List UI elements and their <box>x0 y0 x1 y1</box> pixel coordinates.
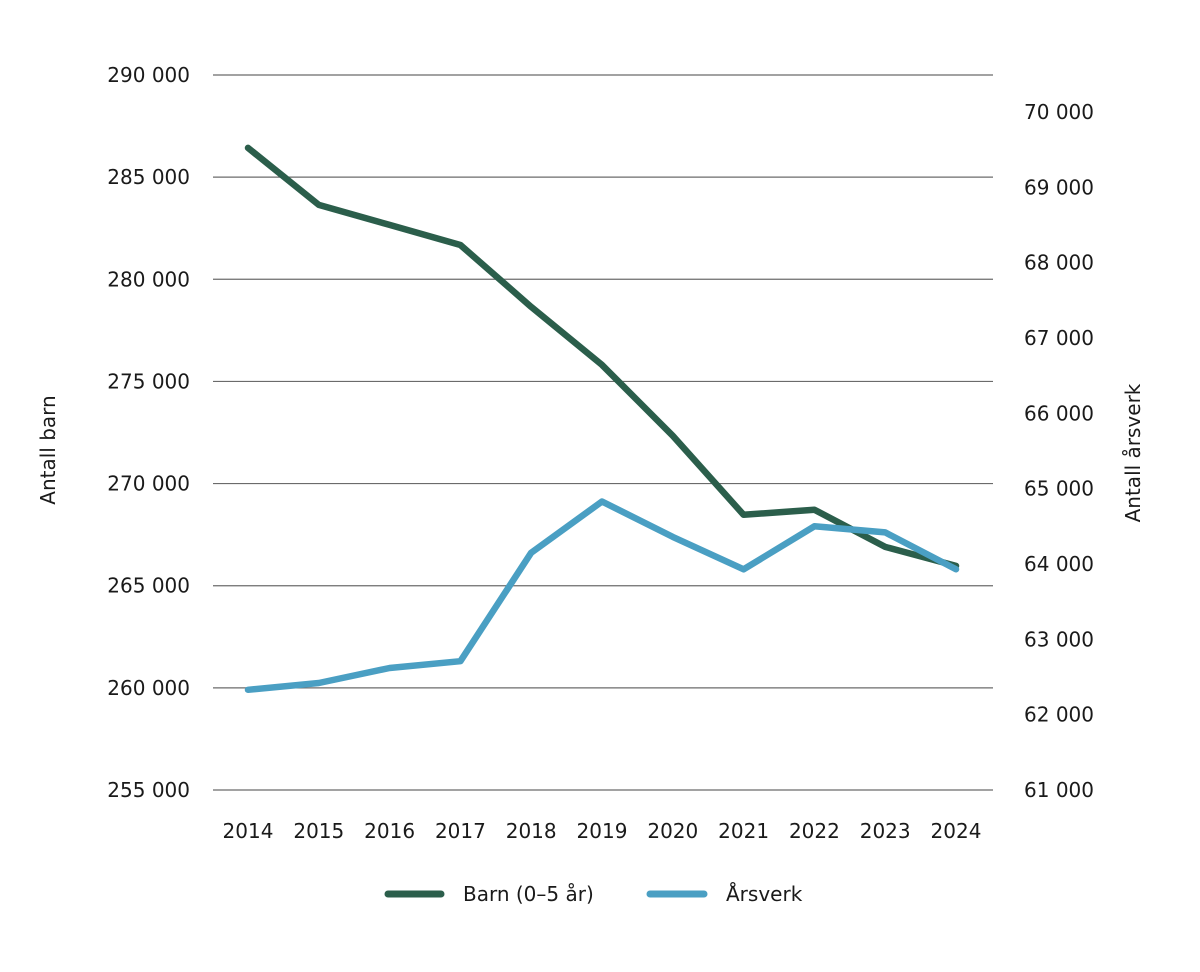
right-axis-title: Antall årsverk <box>1121 383 1145 522</box>
series-lines <box>244 144 960 694</box>
x-tick-label: 2021 <box>718 819 769 843</box>
left-tick-label: 285 000 <box>107 165 190 189</box>
left-tick-label: 280 000 <box>107 267 190 291</box>
legend: Barn (0–5 år) Årsverk <box>384 882 803 906</box>
x-tick-label: 2022 <box>789 819 840 843</box>
right-tick-label: 70 000 <box>1024 100 1094 124</box>
x-tick-label: 2017 <box>435 819 486 843</box>
right-tick-label: 65 000 <box>1024 477 1094 501</box>
left-axis-ticks: 255 000 260 000 265 000 270 000 275 000 280 0… <box>107 63 190 802</box>
left-tick-label: 255 000 <box>107 778 190 802</box>
right-tick-label: 66 000 <box>1024 401 1094 425</box>
left-tick-label: 260 000 <box>107 676 190 700</box>
right-tick-label: 61 000 <box>1024 778 1094 802</box>
right-tick-label: 69 000 <box>1024 175 1094 199</box>
left-axis-title: Antall barn <box>36 395 60 504</box>
legend-label-barn: Barn (0–5 år) <box>463 882 594 906</box>
right-tick-label: 68 000 <box>1024 251 1094 275</box>
right-tick-label: 67 000 <box>1024 326 1094 350</box>
right-axis-ticks: 61 000 62 000 63 000 64 000 65 000 66 000 67 0… <box>1024 100 1094 802</box>
legend-label-arsverk: Årsverk <box>726 882 803 906</box>
legend-item-arsverk[interactable]: Årsverk <box>646 882 803 906</box>
left-tick-label: 290 000 <box>107 63 190 87</box>
x-tick-label: 2019 <box>577 819 628 843</box>
series-line-arsverk <box>244 498 960 694</box>
x-tick-label: 2020 <box>647 819 698 843</box>
x-tick-label: 2014 <box>223 819 274 843</box>
x-tick-label: 2015 <box>293 819 344 843</box>
x-tick-label: 2016 <box>364 819 415 843</box>
left-tick-label: 270 000 <box>107 472 190 496</box>
gridlines <box>213 74 993 791</box>
x-tick-label: 2023 <box>860 819 911 843</box>
right-tick-label: 64 000 <box>1024 552 1094 576</box>
x-tick-label: 2024 <box>931 819 982 843</box>
x-axis-ticks: 2014 2015 2016 2017 2018 2019 2020 2021 2022 2023… <box>223 819 982 843</box>
left-tick-label: 275 000 <box>107 369 190 393</box>
legend-item-barn[interactable]: Barn (0–5 år) <box>384 882 594 906</box>
right-tick-label: 62 000 <box>1024 703 1094 727</box>
right-tick-label: 63 000 <box>1024 627 1094 651</box>
x-tick-label: 2018 <box>506 819 557 843</box>
left-tick-label: 265 000 <box>107 574 190 598</box>
